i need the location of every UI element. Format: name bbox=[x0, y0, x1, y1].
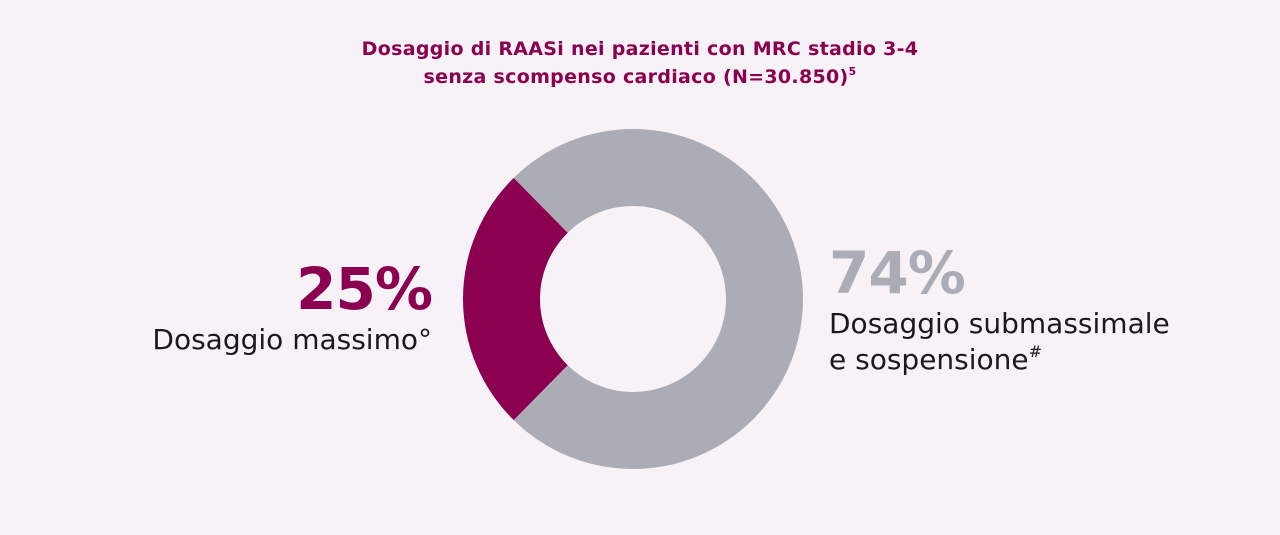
slice-label-submax-dose: 74% Dosaggio submassimale e sospensione# bbox=[829, 240, 1170, 378]
chart-title-line-1: Dosaggio di RAASi nei pazienti con MRC s… bbox=[361, 38, 919, 60]
slice-desc-submax-dose-line-2-text: e sospensione bbox=[829, 343, 1029, 376]
slice-desc-submax-dose: Dosaggio submassimale e sospensione# bbox=[829, 306, 1170, 378]
chart-subtitle-reference: 5 bbox=[848, 65, 857, 78]
slice-desc-max-dose-mark: ° bbox=[418, 323, 432, 356]
chart-subtitle: senza scompenso cardiaco (N=30.850) bbox=[423, 66, 849, 88]
donut-chart bbox=[463, 129, 803, 470]
slice-label-max-dose: 25% Dosaggio massimo° bbox=[152, 255, 433, 358]
slice-percent-max-dose: 25% bbox=[296, 255, 433, 323]
slice-desc-submax-dose-line-1: Dosaggio submassimale bbox=[829, 307, 1170, 340]
chart-title-line-2: senza scompenso cardiaco (N=30.850)5 bbox=[0, 63, 1280, 91]
slice-percent-submax-dose: 74% bbox=[829, 239, 966, 307]
donut-slice-submax-dose bbox=[513, 129, 803, 470]
slice-desc-submax-dose-line-2: e sospensione# bbox=[829, 342, 1170, 378]
slice-desc-max-dose: Dosaggio massimo° bbox=[152, 322, 432, 358]
slice-desc-submax-dose-mark: # bbox=[1028, 342, 1043, 361]
donut-slice-max-dose bbox=[463, 177, 568, 421]
slice-desc-max-dose-text: Dosaggio massimo bbox=[152, 323, 418, 356]
chart-title: Dosaggio di RAASi nei pazienti con MRC s… bbox=[0, 35, 1280, 91]
